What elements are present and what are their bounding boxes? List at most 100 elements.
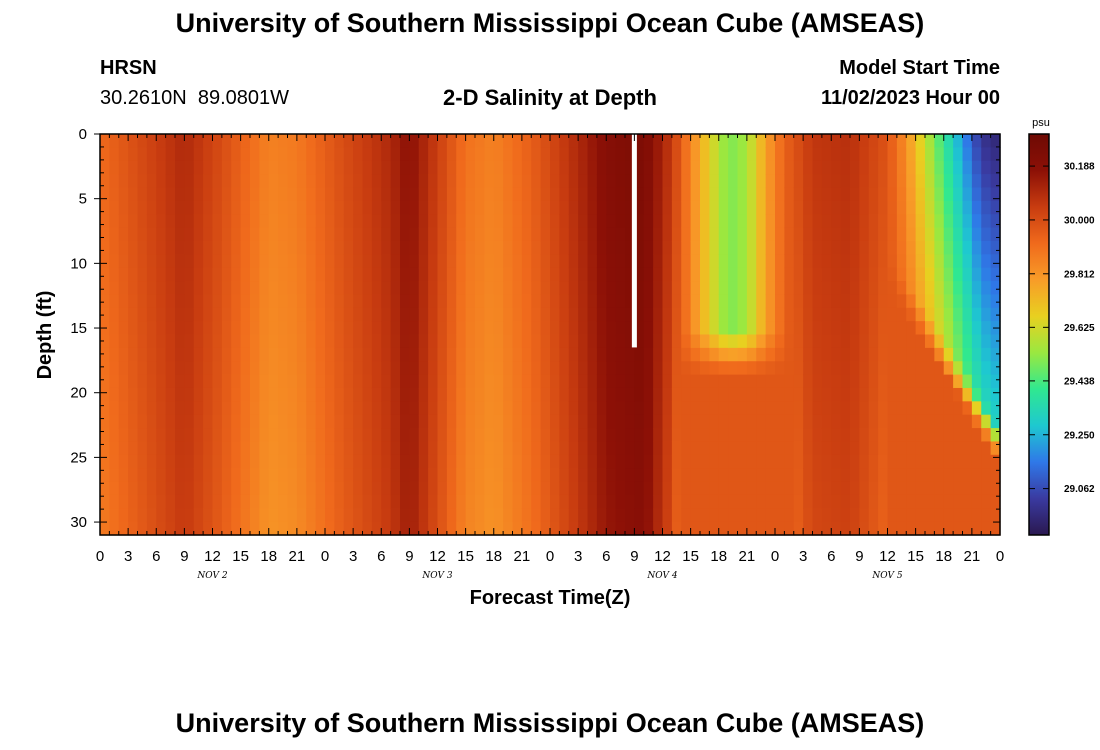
- heatmap-cell: [418, 428, 429, 443]
- heatmap-cell: [634, 214, 645, 229]
- heatmap-cell: [681, 294, 692, 309]
- heatmap-cell: [109, 187, 120, 202]
- heatmap-cell: [793, 361, 804, 376]
- heatmap-cell: [728, 281, 739, 295]
- heatmap-cell: [850, 294, 860, 309]
- heatmap-cell: [765, 321, 776, 336]
- heatmap-cell: [550, 134, 560, 148]
- x-tick-label: 21: [514, 548, 531, 565]
- heatmap-cell: [409, 160, 420, 175]
- heatmap-cell: [231, 414, 242, 429]
- heatmap-cell: [756, 387, 767, 402]
- heatmap-cell: [671, 321, 682, 336]
- heatmap-cell: [906, 294, 917, 309]
- heatmap-cell: [390, 134, 401, 148]
- heatmap-cell: [840, 160, 851, 175]
- heatmap-cell: [737, 521, 748, 536]
- heatmap-cell: [700, 414, 710, 429]
- heatmap-cell: [943, 200, 954, 215]
- heatmap-cell: [156, 321, 167, 336]
- heatmap-cell: [850, 521, 860, 536]
- heatmap-cell: [915, 334, 926, 349]
- heatmap-cell: [681, 347, 692, 362]
- heatmap-cell: [953, 334, 964, 349]
- heatmap-cell: [109, 147, 120, 162]
- heatmap-cell: [906, 160, 917, 175]
- heatmap-cell: [821, 254, 832, 269]
- heatmap-cell: [240, 214, 251, 229]
- heatmap-cell: [446, 374, 457, 389]
- heatmap-cell: [700, 307, 710, 322]
- heatmap-cell: [512, 187, 523, 202]
- heatmap-cell: [981, 454, 992, 469]
- heatmap-cell: [559, 240, 570, 255]
- heatmap-cell: [784, 214, 795, 229]
- heatmap-cell: [596, 200, 607, 215]
- heatmap-cell: [371, 428, 382, 443]
- heatmap-cell: [184, 294, 195, 309]
- heatmap-cell: [812, 281, 823, 295]
- heatmap-cell: [671, 508, 682, 523]
- heatmap-cell: [315, 294, 326, 309]
- heatmap-cell: [596, 334, 607, 349]
- heatmap-cell: [475, 307, 485, 322]
- heatmap-cell: [400, 428, 410, 443]
- heatmap-cell: [981, 267, 992, 282]
- heatmap-cell: [100, 334, 110, 349]
- heatmap-cell: [737, 307, 748, 322]
- heatmap-cell: [296, 387, 307, 402]
- heatmap-cell: [137, 508, 148, 523]
- heatmap-cell: [728, 347, 739, 362]
- heatmap-cell: [259, 441, 270, 456]
- heatmap-cell: [718, 187, 729, 202]
- heatmap-cell: [831, 160, 842, 175]
- heatmap-cell: [156, 281, 167, 295]
- heatmap-cell: [212, 321, 223, 336]
- heatmap-cell: [400, 294, 410, 309]
- x-tick-label: 6: [152, 548, 160, 565]
- heatmap-cell: [212, 200, 223, 215]
- heatmap-cell: [212, 227, 223, 242]
- heatmap-cell: [756, 160, 767, 175]
- heatmap-cell: [156, 428, 167, 443]
- heatmap-cell: [175, 521, 185, 536]
- heatmap-cell: [934, 240, 945, 255]
- heatmap-cell: [203, 187, 214, 202]
- heatmap-cell: [943, 521, 954, 536]
- heatmap-cell: [803, 508, 814, 523]
- heatmap-cell: [109, 468, 120, 483]
- heatmap-cell: [990, 508, 1001, 523]
- heatmap-cell: [662, 281, 673, 295]
- heatmap-cell: [812, 267, 823, 282]
- heatmap-cell: [962, 307, 973, 322]
- heatmap-cell: [306, 281, 317, 295]
- heatmap-cell: [850, 454, 860, 469]
- heatmap-cell: [531, 321, 542, 336]
- heatmap-cell: [315, 387, 326, 402]
- heatmap-cell: [475, 334, 485, 349]
- heatmap-cell: [728, 174, 739, 189]
- heatmap-cell: [868, 307, 879, 322]
- heatmap-cell: [240, 147, 251, 162]
- colorbar-tick-label: 29.625: [1064, 323, 1095, 334]
- heatmap-cell: [746, 187, 757, 202]
- heatmap-cell: [278, 481, 289, 496]
- heatmap-cell: [850, 200, 860, 215]
- heatmap-cell: [456, 521, 467, 536]
- heatmap-cell: [803, 521, 814, 536]
- heatmap-cell: [503, 134, 514, 148]
- heatmap-cell: [306, 240, 317, 255]
- heatmap-cell: [737, 414, 748, 429]
- heatmap-cell: [240, 414, 251, 429]
- heatmap-cell: [868, 134, 879, 148]
- heatmap-cell: [100, 347, 110, 362]
- heatmap-cell: [428, 240, 439, 255]
- date-labels: NOV 2 NOV 3 NOV 4 NOV 5: [196, 571, 902, 581]
- heatmap-cell: [287, 494, 298, 509]
- heatmap-cell: [906, 428, 917, 443]
- heatmap-cell: [943, 428, 954, 443]
- heatmap-cell: [437, 240, 448, 255]
- heatmap-cell: [671, 227, 682, 242]
- heatmap-cell: [943, 508, 954, 523]
- heatmap-cell: [334, 468, 345, 483]
